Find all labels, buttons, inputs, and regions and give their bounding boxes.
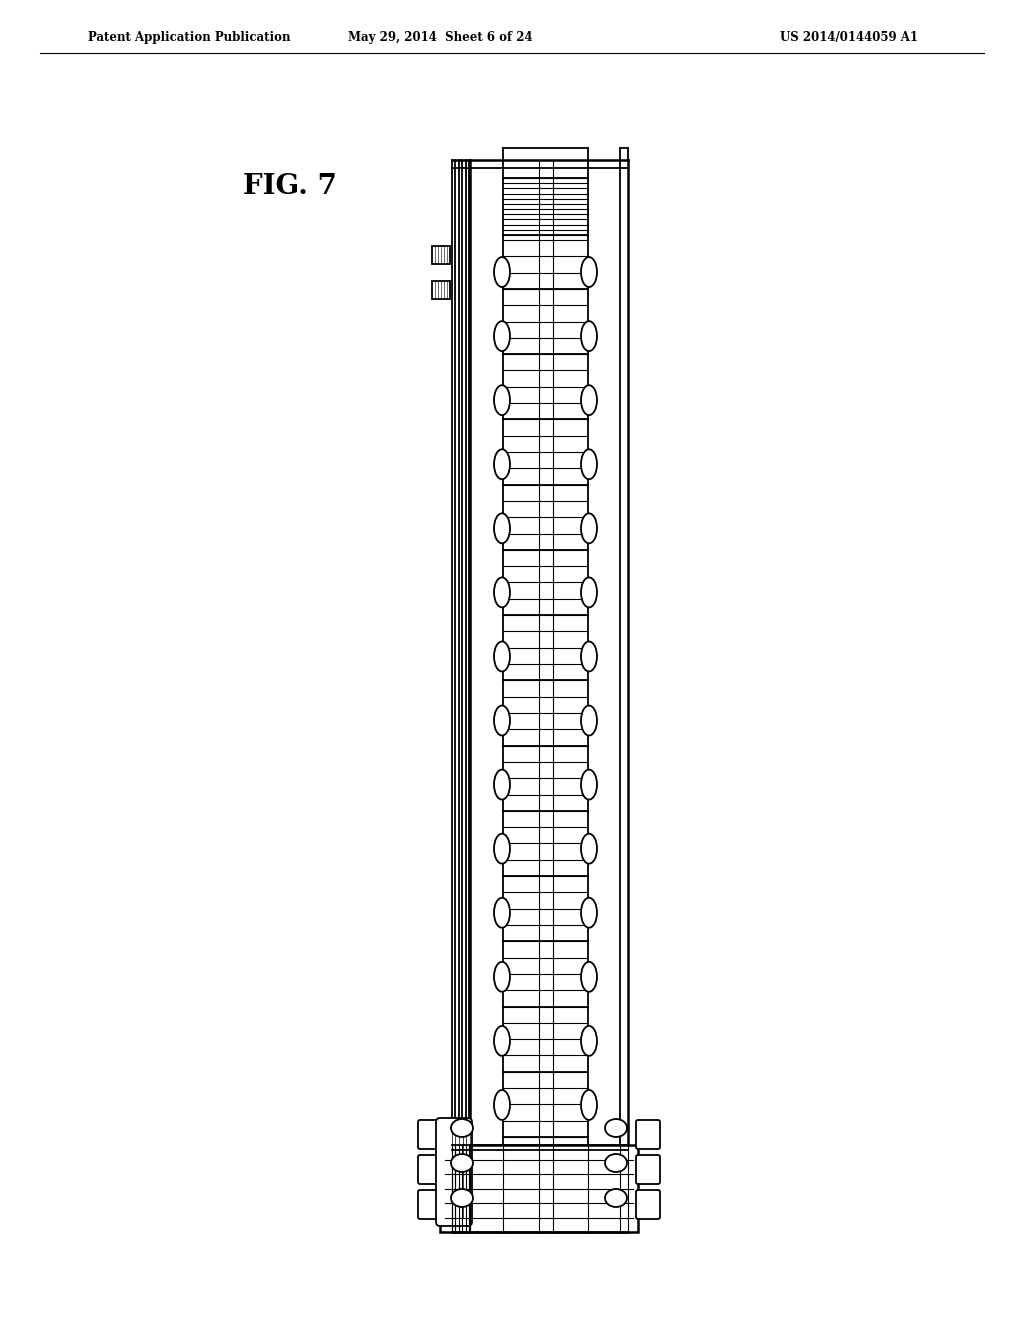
Ellipse shape <box>581 706 597 735</box>
Ellipse shape <box>494 513 510 544</box>
Bar <box>440 1144 638 1232</box>
Ellipse shape <box>581 513 597 544</box>
Ellipse shape <box>494 642 510 672</box>
FancyBboxPatch shape <box>636 1155 660 1184</box>
Ellipse shape <box>605 1189 627 1206</box>
FancyBboxPatch shape <box>418 1119 442 1148</box>
FancyBboxPatch shape <box>436 1118 472 1226</box>
Ellipse shape <box>581 449 597 479</box>
Ellipse shape <box>581 385 597 416</box>
Ellipse shape <box>581 321 597 351</box>
Ellipse shape <box>494 577 510 607</box>
Ellipse shape <box>581 577 597 607</box>
FancyBboxPatch shape <box>636 1191 660 1218</box>
Ellipse shape <box>581 1090 597 1119</box>
Ellipse shape <box>581 834 597 863</box>
Bar <box>432 281 450 300</box>
Ellipse shape <box>581 770 597 800</box>
Bar <box>432 246 450 264</box>
FancyBboxPatch shape <box>418 1155 442 1184</box>
Text: FIG. 7: FIG. 7 <box>243 173 337 201</box>
Text: Patent Application Publication: Patent Application Publication <box>88 30 291 44</box>
Ellipse shape <box>494 385 510 416</box>
Ellipse shape <box>451 1154 473 1172</box>
Ellipse shape <box>581 642 597 672</box>
Ellipse shape <box>605 1119 627 1137</box>
Ellipse shape <box>494 834 510 863</box>
Text: US 2014/0144059 A1: US 2014/0144059 A1 <box>780 30 918 44</box>
Ellipse shape <box>451 1189 473 1206</box>
Ellipse shape <box>605 1154 627 1172</box>
Ellipse shape <box>494 898 510 928</box>
Ellipse shape <box>581 962 597 991</box>
Ellipse shape <box>581 257 597 286</box>
Ellipse shape <box>494 449 510 479</box>
Ellipse shape <box>494 962 510 991</box>
FancyBboxPatch shape <box>636 1119 660 1148</box>
Ellipse shape <box>494 770 510 800</box>
Ellipse shape <box>494 321 510 351</box>
Ellipse shape <box>494 1026 510 1056</box>
Ellipse shape <box>451 1119 473 1137</box>
Ellipse shape <box>581 1026 597 1056</box>
FancyBboxPatch shape <box>418 1191 442 1218</box>
Ellipse shape <box>494 257 510 286</box>
Text: May 29, 2014  Sheet 6 of 24: May 29, 2014 Sheet 6 of 24 <box>348 30 532 44</box>
Ellipse shape <box>494 706 510 735</box>
Ellipse shape <box>494 1090 510 1119</box>
Ellipse shape <box>581 898 597 928</box>
